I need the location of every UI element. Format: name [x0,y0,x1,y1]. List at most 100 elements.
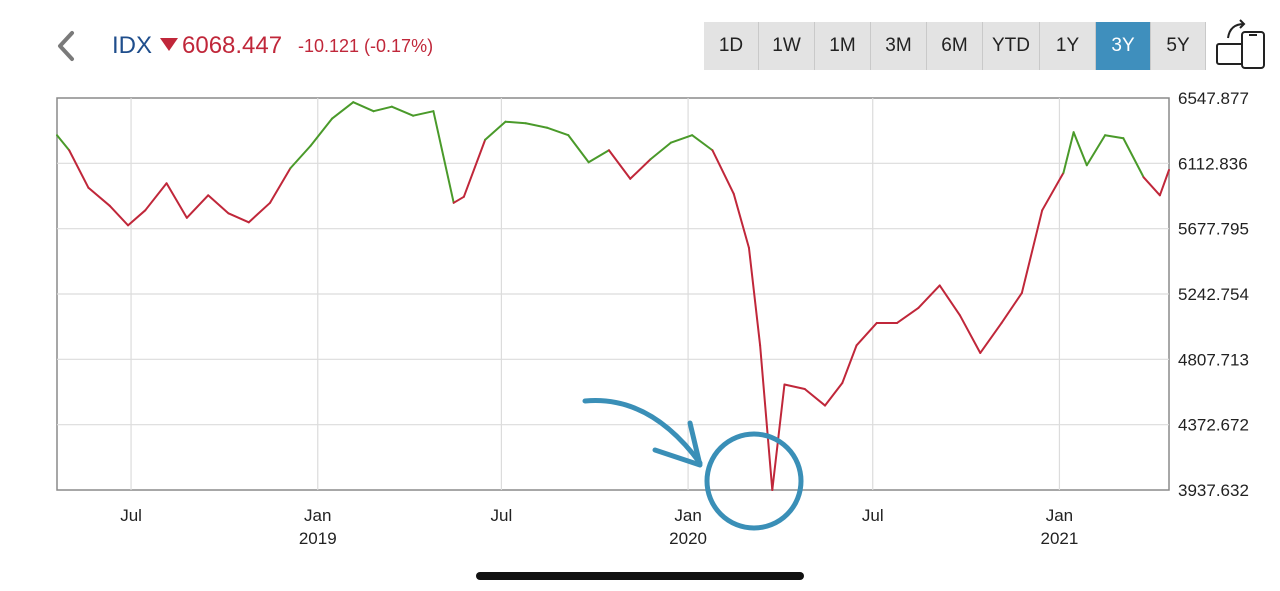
x-tick-label: Jan [304,506,331,525]
ticker-symbol: IDX [112,32,153,59]
down-arrow-icon [160,38,178,51]
series-segment [227,212,250,224]
series-segment [759,344,774,492]
series-segment [484,120,507,141]
series-segment [979,321,1003,354]
series-segment [938,284,961,317]
series-segment [649,141,672,161]
series-segment [1072,131,1088,167]
range-ytd-button[interactable]: YTD [983,22,1040,70]
series-segment [412,110,435,117]
series-segment [1062,131,1075,174]
series-segment [108,204,130,227]
series-segment [958,314,982,354]
y-tick-label: 5677.795 [1178,220,1249,239]
drop-annotation [582,398,804,531]
x-tick-year-label: 2020 [669,529,707,548]
series-segment [87,186,111,207]
series-segment [68,149,90,189]
series-segment [1041,171,1065,212]
series-segment [1020,209,1044,294]
x-tick-label: Jul [862,506,884,525]
y-tick-label: 3937.632 [1178,481,1249,500]
range-5y-button[interactable]: 5Y [1151,22,1206,70]
series-segment [691,134,714,152]
series-segment [771,383,786,492]
series-segment [432,110,455,204]
y-tick-label: 5242.754 [1178,285,1249,304]
series-segment [587,149,610,164]
price-series [56,101,1170,492]
price-chart: 6547.877 6112.836 5677.795 5242.754 4807.713… [56,89,1249,548]
series-segment [917,284,941,309]
quote-header: IDX 6068.447 -10.121 (-0.17%) 1D 1W 1M 3M 6M… [0,0,1280,92]
grid [57,98,1169,490]
home-indicator [476,572,804,580]
series-segment [1122,137,1145,179]
x-axis: Jul Jan 2019 Jul Jan 2020 Jul Jan 2021 [120,506,1078,548]
series-segment [289,144,312,170]
series-segment [185,194,210,219]
x-tick-label: Jan [1046,506,1073,525]
annotation-arrow [582,398,703,466]
series-segment [1158,168,1170,197]
x-tick-label: Jul [491,506,513,525]
series-segment [669,134,694,144]
series-segment [372,105,393,113]
x-tick-year-label: 2019 [299,529,337,548]
series-segment [747,246,762,347]
price-value: 6068.447 [182,32,283,59]
series-segment [1085,134,1107,167]
chevron-left-icon[interactable] [52,28,82,64]
series-segment [390,105,415,117]
series-segment [567,134,590,164]
range-1w-button[interactable]: 1W [759,22,815,70]
price-change: -10.121 (-0.17%) [298,36,434,56]
series-segment [144,182,168,212]
y-tick-label: 6112.836 [1178,154,1248,173]
series-segment [352,101,375,113]
series-segment [1142,176,1161,197]
series-segment [165,182,188,219]
series-segment [207,194,230,215]
range-selector: 1D 1W 1M 3M 6M YTD 1Y 3Y 5Y [704,22,1206,70]
series-segment [1000,291,1023,324]
series-segment [452,195,465,204]
series-segment [247,201,272,224]
range-6m-button[interactable]: 6M [927,22,983,70]
y-axis: 6547.877 6112.836 5677.795 5242.754 4807.713… [1178,89,1249,500]
series-segment [504,120,527,125]
y-tick-label: 6547.877 [1178,89,1249,108]
series-segment [330,101,355,120]
annotation-circle [704,431,804,531]
series-segment [824,382,844,407]
range-1d-button[interactable]: 1D [704,22,759,70]
x-tick-label: Jul [120,506,142,525]
x-tick-label: Jan [674,506,701,525]
y-tick-label: 4807.713 [1178,350,1249,369]
series-segment [855,321,878,347]
series-segment [803,388,827,407]
range-3m-button[interactable]: 3M [871,22,927,70]
range-3y-button[interactable]: 3Y [1096,22,1151,70]
series-segment [629,158,652,180]
series-segment [462,138,487,198]
series-segment [783,383,806,391]
series-segment [896,306,920,324]
series-segment [546,126,570,137]
series-segment [841,344,858,385]
series-segment [269,167,292,204]
range-1y-button[interactable]: 1Y [1040,22,1096,70]
series-segment [309,117,333,147]
y-tick-label: 4372.672 [1178,416,1249,435]
series-segment [1104,134,1125,140]
series-segment [127,209,147,227]
rotate-device-icon[interactable] [1214,18,1270,74]
series-segment [732,192,750,249]
range-1m-button[interactable]: 1M [815,22,871,70]
series-segment [607,149,632,180]
series-segment [56,134,71,152]
series-segment [711,149,735,195]
annotation-arrowhead [652,420,703,468]
series-segment [524,122,549,129]
